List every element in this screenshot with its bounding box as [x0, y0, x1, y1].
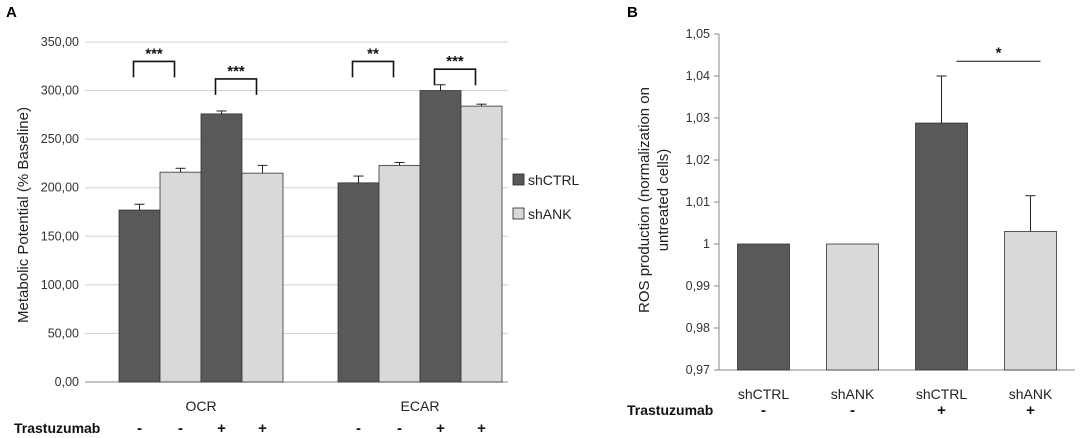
panel-a-category-label: OCR — [185, 398, 216, 414]
panel-b-trastuzumab-label: Trastuzumab — [627, 402, 713, 418]
panel-a-bar-ecar-shctrl-minus — [337, 182, 380, 383]
panel-b-y-axis-title-line2: untreated cells) — [655, 149, 672, 252]
panel-b-y-tick-label: 0,98 — [686, 321, 710, 335]
panel-b-bar-shank-plus — [1004, 230, 1057, 371]
panel-a-significance-bracket — [433, 68, 477, 86]
panel-a-treatment-sign: + — [436, 420, 445, 437]
panel-a-bar-ecar-shank-plus — [460, 105, 503, 383]
panel-a-bar-ecar-shank-minus — [378, 164, 421, 383]
panel-a-bar-ocr-shctrl-minus — [118, 209, 161, 383]
panel-b-y-tick-label: 1,05 — [686, 27, 710, 41]
panel-a-bar-ocr-shctrl-plus — [200, 113, 243, 383]
panel-a-y-tick-label: 150,00 — [41, 229, 79, 243]
panel-b-y-tick-label: 1 — [703, 237, 710, 251]
panel-a-treatment-sign: + — [258, 420, 267, 437]
panel-a-category-labels: OCR ECAR — [185, 398, 439, 414]
panel-a-treatment-sign: + — [217, 420, 226, 437]
panel-b-significance-star: * — [996, 44, 1002, 61]
panel-a-y-tick-label: 250,00 — [41, 132, 79, 146]
panel-a-y-ticks: 0,00 50,00 100,00 150,00 200,00 250,00 300,00 3… — [41, 35, 79, 389]
panel-a-bars — [118, 90, 503, 383]
panel-b-y-tick-label: 1,01 — [686, 195, 710, 209]
panel-a-y-axis-title: Metabolic Potential (% Baseline) — [15, 107, 32, 323]
panel-a-error-bars — [134, 84, 487, 211]
panel-a-significance-stars: *** — [446, 53, 464, 70]
panel-a-significance: ******** *** — [132, 45, 477, 95]
panel-b-category-label: shCTRL — [738, 386, 790, 402]
panel-b-y-axis-title-line1: ROS production (normalization on — [636, 87, 653, 313]
legend-label-shctrl: shCTRL — [528, 172, 580, 188]
panel-a-significance-bracket — [132, 60, 176, 78]
panel-a-y-tick-label: 350,00 — [41, 35, 79, 49]
panel-b-category-label: shANK — [1009, 386, 1053, 402]
panel-a-treatment-signs: - - + + - - + + — [137, 420, 486, 437]
panel-b-category-label: shANK — [831, 386, 875, 402]
panel-b-y-tick-label: 1,03 — [686, 111, 710, 125]
panel-a-significance-bracket — [214, 78, 258, 95]
panel-b-category-label: shCTRL — [916, 386, 968, 402]
panel-a-bar-ecar-shctrl-plus — [419, 90, 462, 383]
panel-b-bar-shctrl-plus — [915, 122, 968, 371]
panel-a-legend: shCTRL shANK — [512, 172, 580, 222]
panel-b-label: B — [627, 4, 638, 21]
panel-a-treatment-sign: - — [356, 420, 361, 437]
panel-b-error-bars — [936, 75, 1036, 232]
panel-a-y-tick-label: 100,00 — [41, 278, 79, 292]
panel-b-bars — [737, 122, 1057, 371]
panel-b-treatment-sign: + — [1026, 402, 1035, 419]
legend-swatch-shctrl — [512, 173, 525, 186]
panel-a-category-label: ECAR — [401, 398, 440, 414]
panel-b-bar-shank-minus — [826, 243, 879, 371]
panel-a-y-tick-label: 0,00 — [55, 375, 79, 389]
panel-b-significance: * — [956, 44, 1041, 62]
panel-b-y-tick-label: 0,97 — [686, 363, 710, 377]
panel-b-category-labels: shCTRL shANK shCTRL shANK — [738, 386, 1053, 402]
panel-a-treatment-sign: + — [477, 420, 486, 437]
panel-a-label: A — [6, 4, 17, 21]
panel-a-significance-stars: *** — [227, 63, 245, 80]
panel-a-y-tick-label: 200,00 — [41, 181, 79, 195]
panel-a-bar-ocr-shank-minus — [159, 171, 202, 383]
legend-label-shank: shANK — [528, 206, 572, 222]
panel-b-treatment-sign: - — [850, 402, 855, 419]
panel-a-significance-stars: *** — [145, 45, 163, 62]
panel-a-treatment-sign: - — [178, 420, 183, 437]
panel-b-bar-shctrl-minus — [737, 243, 790, 371]
panel-a-trastuzumab-label: Trastuzumab — [14, 420, 100, 436]
panel-a-treatment-sign: - — [137, 420, 142, 437]
panel-a-y-tick-label: 50,00 — [48, 326, 79, 340]
panel-a-y-tick-label: 300,00 — [41, 84, 79, 98]
panel-b-y-tick-label: 1,02 — [686, 153, 710, 167]
panel-b-y-tick-label: 1,04 — [686, 69, 710, 83]
legend-swatch-shank — [512, 207, 525, 220]
panel-b-y-tick-label: 0,99 — [686, 279, 710, 293]
panel-b-treatment-sign: + — [937, 402, 946, 419]
panel-b-treatment-sign: - — [761, 402, 766, 419]
panel-a-treatment-sign: - — [397, 420, 402, 437]
panel-b-treatment-signs: - - + + — [761, 402, 1035, 419]
panel-a-bar-ocr-shank-plus — [241, 172, 284, 383]
panel-a-significance-stars: ** — [367, 45, 379, 62]
panel-a-significance-bracket — [351, 60, 395, 78]
